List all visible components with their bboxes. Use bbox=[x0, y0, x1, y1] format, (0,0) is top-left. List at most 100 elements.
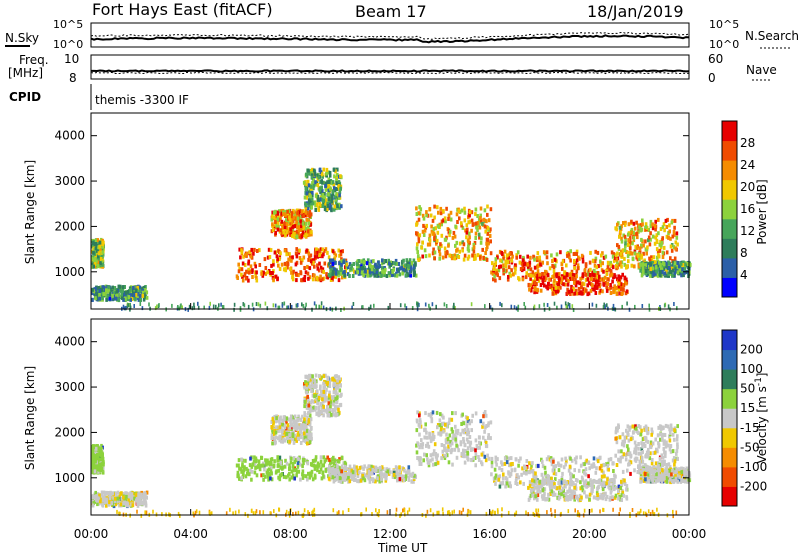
velocity-cell-r4-221 bbox=[317, 405, 321, 410]
power-cell-r2-43 bbox=[267, 247, 271, 252]
power-cell-r1-204 bbox=[128, 289, 131, 293]
power-cell-r2-160 bbox=[245, 251, 249, 256]
velocity-cell-r4-186 bbox=[331, 395, 334, 400]
velocity-cell-r1-97 bbox=[125, 491, 129, 496]
power-cell-r10-197 bbox=[373, 273, 376, 278]
velocity-cell-r2-210 bbox=[294, 458, 298, 463]
power-cell-r2-239 bbox=[340, 257, 343, 262]
power-cell-r1-184 bbox=[112, 296, 116, 301]
velocity-cell-r3-259 bbox=[291, 434, 295, 438]
velocity-cell-r5-49 bbox=[470, 419, 473, 424]
velocity-cell-r2-114 bbox=[319, 467, 323, 472]
velocity-cell-r2-258 bbox=[316, 468, 319, 473]
power-ground-cell-169 bbox=[524, 305, 527, 310]
power-cell-r2-171 bbox=[318, 276, 322, 281]
power-cell-r8-215 bbox=[638, 257, 641, 261]
power-cell-r2-246 bbox=[309, 259, 313, 264]
velocity-cell-r2-200 bbox=[290, 469, 294, 474]
velocity-cell-r5-210 bbox=[417, 442, 420, 447]
power-colorbar-tick-1: 24 bbox=[740, 158, 755, 172]
power-cell-r8-87 bbox=[674, 240, 678, 245]
velocity-cell-r5-15 bbox=[432, 437, 435, 441]
power-cell-r4-25 bbox=[321, 189, 324, 194]
power-cell-r5-86 bbox=[478, 235, 481, 240]
power-cell-r3-184 bbox=[295, 208, 299, 213]
velocity-cell-r4-202 bbox=[335, 391, 338, 396]
power-cell-r10-151 bbox=[339, 268, 343, 273]
power-cell-r4-96 bbox=[337, 180, 341, 185]
velocity-cell-r4-162 bbox=[327, 401, 331, 406]
velocity-cell-r4-238 bbox=[307, 397, 310, 402]
power-cell-r7-178 bbox=[543, 283, 546, 288]
velocity-cell-r4-243 bbox=[317, 407, 321, 412]
power-cell-r8-138 bbox=[659, 227, 663, 231]
power-ground-cell-2 bbox=[641, 304, 644, 308]
power-cell-r1-191 bbox=[94, 286, 97, 291]
power-cell-r9-211 bbox=[686, 262, 690, 266]
velocity-cell-r4-247 bbox=[313, 394, 316, 399]
velocity-cell-r5-91 bbox=[483, 454, 487, 459]
velocity-cell-r6-143 bbox=[568, 464, 572, 469]
velocity-cell-r4-209 bbox=[322, 404, 325, 409]
velocity-cell-r3-212 bbox=[285, 431, 288, 436]
power-cell-r10-157 bbox=[368, 262, 372, 267]
power-cell-r8-139 bbox=[624, 241, 627, 246]
power-cell-r5-246 bbox=[460, 208, 464, 213]
power-cell-r2-87 bbox=[286, 261, 290, 266]
power-cell-r2-55 bbox=[332, 274, 336, 279]
power-cell-r0-252 bbox=[96, 248, 99, 253]
power-ground-cell-139 bbox=[287, 305, 290, 310]
power-ground-cell-52 bbox=[255, 302, 258, 306]
velocity-cell-r1-150 bbox=[145, 490, 149, 495]
power-cell-r6-184 bbox=[510, 251, 513, 256]
velocity-cell-r6-156 bbox=[587, 474, 590, 479]
power-cell-r0-239 bbox=[93, 251, 97, 256]
power-cell-r7-217 bbox=[612, 290, 615, 295]
power-cell-r5-55 bbox=[483, 208, 487, 213]
velocity-cell-r5-13 bbox=[451, 429, 454, 434]
power-cell-r2-144 bbox=[319, 265, 323, 270]
velocity-cell-r3-216 bbox=[299, 435, 303, 440]
power-cell-r10-224 bbox=[374, 262, 377, 267]
power-cell-r5-142 bbox=[445, 206, 448, 211]
power-ground-cell-107 bbox=[123, 306, 126, 311]
velocity-cell-r1-253 bbox=[110, 501, 113, 506]
power-cell-r9-160 bbox=[665, 269, 668, 274]
beam-label: Beam 17 bbox=[355, 2, 427, 21]
velocity-cell-r6-209 bbox=[494, 475, 497, 480]
velocity-cell-r3-156 bbox=[270, 419, 273, 424]
velocity-cell-r5-97 bbox=[464, 415, 468, 420]
velocity-cell-r5-14 bbox=[462, 448, 465, 453]
power-ground-cell-40 bbox=[340, 308, 342, 312]
power-cell-r1-113 bbox=[138, 285, 142, 290]
power-cell-r1-251 bbox=[111, 293, 114, 298]
power-ground-cell-39 bbox=[290, 304, 293, 309]
velocity-cell-r4-250 bbox=[305, 375, 309, 380]
power-cell-r4-221 bbox=[324, 181, 327, 186]
velocity-cell-r5-208 bbox=[465, 424, 469, 428]
power-colorbar-band-1 bbox=[722, 257, 737, 278]
power-cell-r7-58 bbox=[584, 277, 588, 282]
velocity-cell-r3-161 bbox=[299, 423, 302, 428]
power-cell-r0-230 bbox=[101, 242, 104, 247]
power-cell-r5-217 bbox=[451, 235, 455, 240]
velocity-cell-r1-234 bbox=[129, 495, 133, 500]
power-cell-r2-163 bbox=[238, 247, 241, 252]
velocity-cell-r4-218 bbox=[319, 402, 323, 406]
velocity-cell-r4-198 bbox=[325, 382, 329, 387]
velocity-cell-r5-198 bbox=[489, 436, 492, 441]
power-cell-r8-196 bbox=[615, 257, 619, 262]
power-cell-r6-223 bbox=[614, 256, 617, 261]
velocity-cell-r1-122 bbox=[101, 502, 104, 507]
power-cell-r4-238 bbox=[336, 204, 339, 209]
power-ground-cell-161 bbox=[171, 303, 173, 308]
power-ground-cell-4 bbox=[626, 301, 628, 306]
velocity-cell-r6-175 bbox=[503, 456, 507, 461]
power-cell-r3-12 bbox=[279, 216, 282, 221]
power-cell-r5-247 bbox=[415, 212, 419, 216]
power-cell-r10-198 bbox=[402, 267, 406, 272]
velocity-cell-r2-128 bbox=[304, 474, 308, 479]
power-ground-cell-27 bbox=[209, 301, 211, 306]
velocity-cell-r6-249 bbox=[509, 484, 512, 489]
power-cell-r4-200 bbox=[314, 180, 317, 185]
